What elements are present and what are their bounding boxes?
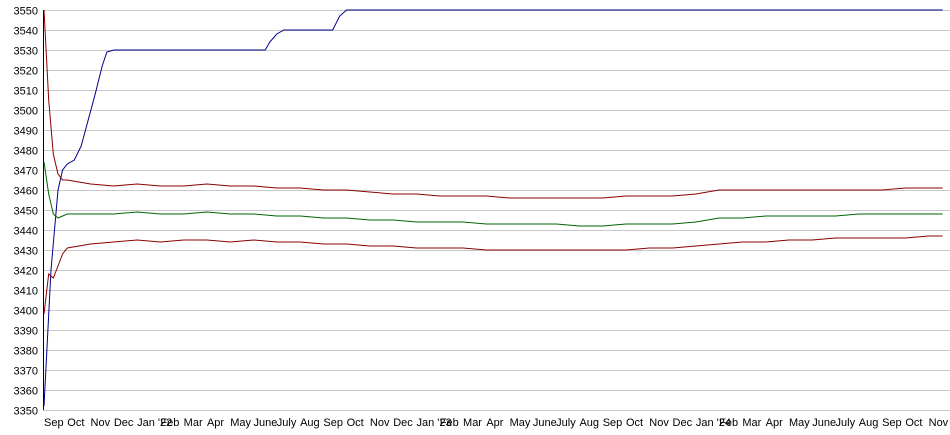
x-tick-label: Mar <box>184 417 203 429</box>
y-tick-label: 3500 <box>14 106 38 118</box>
y-tick-label: 3420 <box>14 266 38 278</box>
x-tick-label: Feb <box>719 417 738 429</box>
x-tick-label: July <box>836 417 856 429</box>
y-tick-label: 3410 <box>14 286 38 298</box>
series-line-1 <box>43 9 943 407</box>
x-tick-label: June <box>533 417 557 429</box>
x-tick-label: Nov <box>649 417 669 429</box>
y-tick-labels: 3550 3540 3530 3520 3510 3500 3490 3480 3470 3460… <box>14 6 38 418</box>
x-tick-label: Apr <box>766 417 783 429</box>
y-tick-label: 3450 <box>14 206 38 218</box>
series-line-4 <box>43 235 943 315</box>
x-tick-label: Jan '22 <box>137 417 172 429</box>
grid-lines <box>43 10 950 411</box>
y-tick-label: 3480 <box>14 146 38 158</box>
x-tick-label: June <box>812 417 836 429</box>
x-tick-label: Feb <box>160 417 179 429</box>
y-tick-label: 3440 <box>14 226 38 238</box>
x-tick-label: Jan '24 <box>696 417 731 429</box>
y-tick-label: 3490 <box>14 126 38 138</box>
x-tick-label: Feb <box>440 417 459 429</box>
x-tick-label: Nov <box>929 417 949 429</box>
x-tick-label: Nov <box>91 417 111 429</box>
y-tick-label: 3530 <box>14 46 38 58</box>
x-tick-label: Apr <box>486 417 503 429</box>
y-tick-label: 3540 <box>14 26 38 38</box>
x-tick-label: Oct <box>347 417 364 429</box>
y-tick-label: 3470 <box>14 166 38 178</box>
x-tick-label: Sep <box>882 417 902 429</box>
y-tick-label: 3520 <box>14 66 38 78</box>
x-tick-label: Aug <box>300 417 320 429</box>
x-tick-label: Mar <box>742 417 761 429</box>
x-tick-label: Aug <box>579 417 599 429</box>
x-tick-label: May <box>230 417 251 429</box>
x-tick-label: Jan '23 <box>416 417 451 429</box>
y-tick-label: 3400 <box>14 306 38 318</box>
y-tick-label: 3360 <box>14 386 38 398</box>
x-tick-label: Sep <box>44 417 64 429</box>
x-tick-label: Oct <box>905 417 922 429</box>
y-tick-label: 3460 <box>14 186 38 198</box>
y-tick-label: 3350 <box>14 406 38 418</box>
series-line-3 <box>43 161 943 227</box>
x-tick-label: Dec <box>673 417 693 429</box>
x-tick-label: May <box>510 417 531 429</box>
y-tick-label: 3510 <box>14 86 38 98</box>
y-tick-label: 3430 <box>14 246 38 258</box>
series-line-2 <box>43 9 943 199</box>
y-tick-label: 3370 <box>14 366 38 378</box>
x-tick-label: Sep <box>323 417 343 429</box>
x-tick-label: July <box>556 417 576 429</box>
y-tick-label: 3550 <box>14 6 38 18</box>
x-tick-label: Oct <box>67 417 84 429</box>
x-tick-label: Sep <box>603 417 623 429</box>
x-tick-label: Dec <box>114 417 134 429</box>
x-tick-label: Oct <box>626 417 643 429</box>
x-tick-label: Dec <box>393 417 413 429</box>
series-lines <box>43 9 943 407</box>
x-tick-label: Mar <box>463 417 482 429</box>
y-tick-label: 3390 <box>14 326 38 338</box>
x-tick-label: July <box>277 417 297 429</box>
y-tick-label: 3380 <box>14 346 38 358</box>
x-tick-label: Nov <box>370 417 390 429</box>
x-tick-label: Apr <box>207 417 224 429</box>
x-tick-label: June <box>254 417 278 429</box>
x-tick-label: May <box>789 417 810 429</box>
x-tick-label: Aug <box>859 417 879 429</box>
